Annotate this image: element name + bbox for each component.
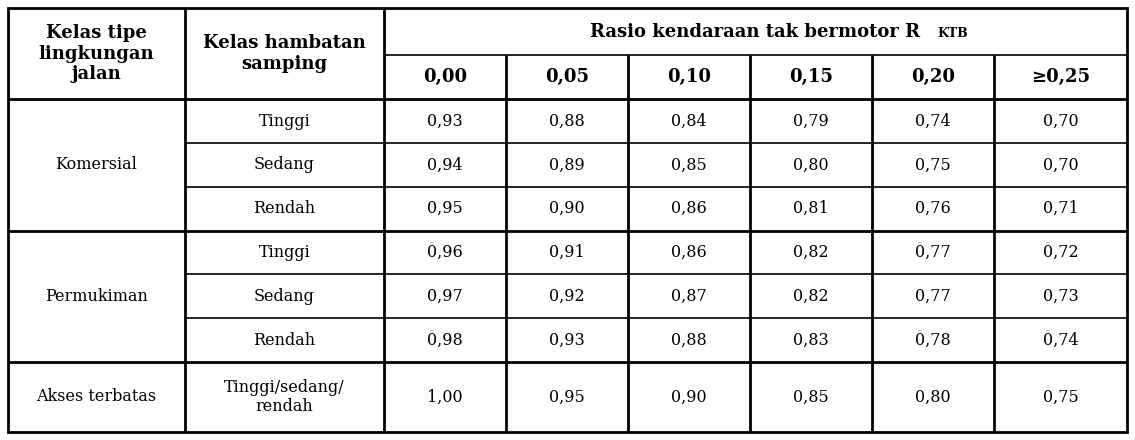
Text: 0,93: 0,93 xyxy=(549,331,585,348)
Text: 0,88: 0,88 xyxy=(549,113,585,130)
Text: 0,00: 0,00 xyxy=(423,69,466,86)
Text: Kelas hambatan
samping: Kelas hambatan samping xyxy=(203,34,365,73)
Text: Rasio kendaraan tak bermotor R: Rasio kendaraan tak bermotor R xyxy=(590,23,920,41)
Text: ≥0,25: ≥0,25 xyxy=(1031,69,1090,86)
Text: 0,88: 0,88 xyxy=(671,331,707,348)
Text: 0,76: 0,76 xyxy=(915,200,951,217)
Text: 0,98: 0,98 xyxy=(427,331,463,348)
Text: Permukiman: Permukiman xyxy=(45,288,148,305)
Text: 0,72: 0,72 xyxy=(1043,244,1078,261)
Text: Tinggi: Tinggi xyxy=(259,113,310,130)
Text: 0,20: 0,20 xyxy=(911,69,955,86)
Text: 0,74: 0,74 xyxy=(915,113,951,130)
Text: 0,95: 0,95 xyxy=(427,200,463,217)
Text: 0,96: 0,96 xyxy=(427,244,463,261)
Text: 0,90: 0,90 xyxy=(549,200,585,217)
Text: 0,77: 0,77 xyxy=(915,288,951,305)
Text: Akses terbatas: Akses terbatas xyxy=(36,389,157,405)
Text: 0,75: 0,75 xyxy=(915,157,951,173)
Text: 0,86: 0,86 xyxy=(671,244,707,261)
Text: 0,82: 0,82 xyxy=(793,288,829,305)
Text: 0,85: 0,85 xyxy=(793,389,829,405)
Text: Rendah: Rendah xyxy=(253,331,316,348)
Text: Kelas tipe
lingkungan
jalan: Kelas tipe lingkungan jalan xyxy=(39,24,154,84)
Text: Sedang: Sedang xyxy=(254,157,314,173)
Text: 0,74: 0,74 xyxy=(1043,331,1078,348)
Text: 0,95: 0,95 xyxy=(549,389,585,405)
Text: Rendah: Rendah xyxy=(253,200,316,217)
Text: 0,75: 0,75 xyxy=(1043,389,1078,405)
Text: 0,15: 0,15 xyxy=(789,69,833,86)
Text: 0,94: 0,94 xyxy=(427,157,463,173)
Text: 1,00: 1,00 xyxy=(427,389,463,405)
Text: 0,73: 0,73 xyxy=(1043,288,1078,305)
Text: 0,89: 0,89 xyxy=(549,157,585,173)
Text: 0,82: 0,82 xyxy=(793,244,829,261)
Text: 0,80: 0,80 xyxy=(915,389,951,405)
Text: 0,91: 0,91 xyxy=(549,244,585,261)
Text: 0,84: 0,84 xyxy=(671,113,707,130)
Text: 0,70: 0,70 xyxy=(1043,113,1078,130)
Text: 0,80: 0,80 xyxy=(793,157,829,173)
Text: 0,71: 0,71 xyxy=(1043,200,1078,217)
Text: Komersial: Komersial xyxy=(56,157,137,173)
Text: 0,97: 0,97 xyxy=(427,288,463,305)
Text: KTB: KTB xyxy=(938,27,968,40)
Text: Sedang: Sedang xyxy=(254,288,314,305)
Text: 0,92: 0,92 xyxy=(549,288,585,305)
Text: 0,83: 0,83 xyxy=(793,331,829,348)
Text: 0,81: 0,81 xyxy=(793,200,829,217)
Text: 0,70: 0,70 xyxy=(1043,157,1078,173)
Text: 0,93: 0,93 xyxy=(427,113,463,130)
Text: 0,77: 0,77 xyxy=(915,244,951,261)
Text: 0,85: 0,85 xyxy=(671,157,707,173)
Text: 0,86: 0,86 xyxy=(671,200,707,217)
Text: Tinggi: Tinggi xyxy=(259,244,310,261)
Text: 0,90: 0,90 xyxy=(671,389,707,405)
Text: 0,10: 0,10 xyxy=(667,69,711,86)
Text: 0,05: 0,05 xyxy=(545,69,589,86)
Text: 0,78: 0,78 xyxy=(915,331,951,348)
Text: 0,87: 0,87 xyxy=(671,288,707,305)
Text: 0,79: 0,79 xyxy=(793,113,829,130)
Text: Tinggi/sedang/
rendah: Tinggi/sedang/ rendah xyxy=(224,379,345,415)
